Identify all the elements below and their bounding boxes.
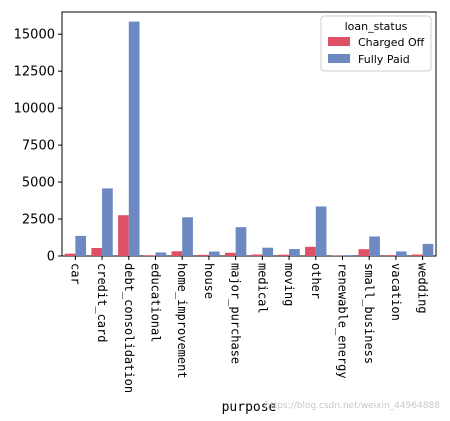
y-axis: 0 2500 5000 7500 10000 12500 15000 [14,28,62,265]
watermark: https://blog.csdn.net/weixin_44964888 [264,401,440,411]
x-tick-label-wedding: wedding [416,263,430,314]
bar-charged-off-debt-consolidation [118,215,129,256]
legend-label-fully-paid: Fully Paid [358,53,410,66]
legend-swatch-fully-paid [328,54,350,63]
y-tick-label: 0 [47,250,55,265]
y-tick-label: 15000 [14,28,55,43]
bar-charged-off-medical [251,254,263,256]
bar-fully-paid-renewable-energy [342,255,354,256]
legend-swatch-charged-off [328,37,350,46]
bar-charged-off-house [198,254,209,256]
bar-fully-paid-credit-card [102,188,113,256]
x-tick-label-debt-consolidation: debt_consolidation [122,263,136,393]
bar-charged-off-wedding [411,254,423,256]
bar-charged-off-small-business [358,249,370,256]
bar-charged-off-other [305,246,316,256]
bar-charged-off-credit-card [91,248,103,256]
x-tick-label-medical: medical [255,263,269,314]
x-tick-label-home-improvement: home_improvement [175,263,189,379]
bar-fully-paid-vacation [395,251,407,256]
bar-fully-paid-medical [262,247,274,256]
bar-charged-off-educational [144,255,156,256]
bar-fully-paid-moving [289,249,300,256]
x-tick-label-renewable-energy: renewable_energy [336,263,350,379]
y-tick-label: 5000 [22,176,55,191]
y-tick-label: 7500 [22,139,55,154]
bar-fully-paid-house [208,251,220,256]
bar-fully-paid-home-improvement [182,217,193,256]
bar-charged-off-major-purchase [224,252,236,256]
y-tick-label: 2500 [22,213,55,228]
legend: loan_status Charged Off Fully Paid [320,15,432,72]
x-tick-label-moving: moving [282,263,296,306]
bar-fully-paid-other [315,206,327,256]
bar-fully-paid-car [75,235,87,256]
x-axis: car credit_card debt_consolidation educatio… [68,256,430,393]
x-axis-label: purpose [222,400,277,415]
y-tick-label: 10000 [14,102,55,117]
x-tick-label-educational: educational [149,263,163,342]
x-tick-label-credit-card: credit_card [95,263,109,342]
x-tick-label-house: house [202,263,216,299]
bar-charged-off-moving [278,254,290,256]
x-tick-label-small-business: small_business [362,263,376,364]
bar-fully-paid-educational [155,252,167,256]
x-tick-label-car: car [68,263,82,285]
bar-fully-paid-debt-consolidation [128,21,140,256]
bar-charged-off-home-improvement [171,251,183,256]
bar-charged-off-vacation [385,255,396,256]
legend-title: loan_status [345,20,408,33]
x-tick-label-other: other [309,263,323,299]
y-tick-label: 12500 [14,65,55,80]
bar-charged-off-car [64,253,76,256]
x-tick-label-major-purchase: major_purchase [229,263,243,364]
x-tick-label-vacation: vacation [389,263,403,321]
legend-label-charged-off: Charged Off [358,36,425,49]
bar-fully-paid-wedding [422,243,434,256]
bar-fully-paid-major-purchase [235,227,247,256]
bars-group [64,21,434,256]
bar-fully-paid-small-business [369,236,380,256]
